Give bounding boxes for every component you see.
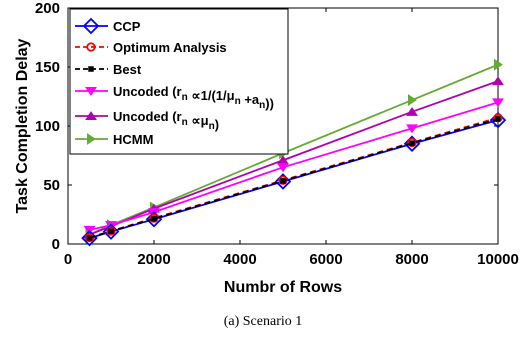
- data-point: [489, 111, 507, 129]
- legend-label: HCMM: [113, 132, 153, 147]
- legend-label: CCP: [113, 19, 141, 34]
- legend-marker: [82, 17, 100, 35]
- data-point: [495, 116, 501, 122]
- legend-marker: [88, 66, 94, 72]
- legend-marker: [86, 42, 96, 52]
- data-point: [280, 178, 286, 184]
- x-tick-label: 10000: [477, 251, 519, 268]
- data-point: [409, 140, 415, 146]
- data-point: [274, 173, 292, 190]
- series-layer: [81, 58, 507, 247]
- y-tick-label: 100: [35, 118, 60, 135]
- legend-item: CCP: [75, 17, 141, 35]
- y-tick-label: 0: [52, 236, 60, 253]
- data-point: [102, 223, 120, 240]
- data-point: [86, 235, 93, 241]
- x-tick-label: 2000: [137, 251, 170, 268]
- data-point: [406, 124, 418, 134]
- series-line: [89, 101, 499, 231]
- legend-item: Best: [75, 62, 142, 77]
- x-tick-label: 8000: [395, 251, 428, 268]
- legend-item: Optimum Analysis: [75, 40, 227, 55]
- legend-marker: [85, 87, 97, 96]
- x-tick-label: 6000: [309, 251, 342, 268]
- data-point: [492, 76, 504, 86]
- data-point: [106, 226, 116, 236]
- x-axis-title: Numbr of Rows: [224, 279, 342, 296]
- legend-item: HCMM: [75, 132, 153, 147]
- legend-label: Best: [113, 62, 142, 77]
- y-tick-label: 200: [35, 0, 60, 17]
- series-2: [86, 116, 501, 241]
- legend-item: Uncoded (rn ∝μn): [75, 109, 219, 132]
- x-tick-label: 4000: [223, 251, 256, 268]
- data-point: [494, 58, 503, 71]
- legend-label: Uncoded (rn ∝1/(1/μn +an)): [113, 84, 274, 111]
- legend-marker: [85, 111, 97, 120]
- legend-marker: [87, 133, 96, 145]
- legend-box: [69, 8, 289, 155]
- legend: CCP Optimum Analysis Best Uncoded (rn ∝1/(1…: [69, 8, 289, 155]
- y-tick-label: 150: [35, 59, 60, 76]
- y-axis-title: Task Completion Delay: [14, 38, 31, 213]
- legend-label: Optimum Analysis: [113, 40, 227, 55]
- data-point: [408, 94, 417, 106]
- data-point: [492, 98, 504, 108]
- figure-caption: (a) Scenario 1: [223, 314, 303, 329]
- x-tick-label: 0: [64, 251, 72, 268]
- series-line: [89, 118, 499, 239]
- data-point: [406, 106, 418, 116]
- data-point: [108, 228, 114, 235]
- data-point: [407, 137, 417, 148]
- data-point: [277, 163, 289, 173]
- legend-item: Uncoded (rn ∝1/(1/μn +an)): [75, 84, 274, 111]
- plot-area: 0 2000 4000 6000 8000 10000 0 50 100 150 200: [35, 0, 519, 268]
- y-tick-label: 50: [43, 177, 60, 194]
- data-point: [151, 215, 157, 222]
- legend-label: Uncoded (rn ∝μn): [113, 109, 219, 132]
